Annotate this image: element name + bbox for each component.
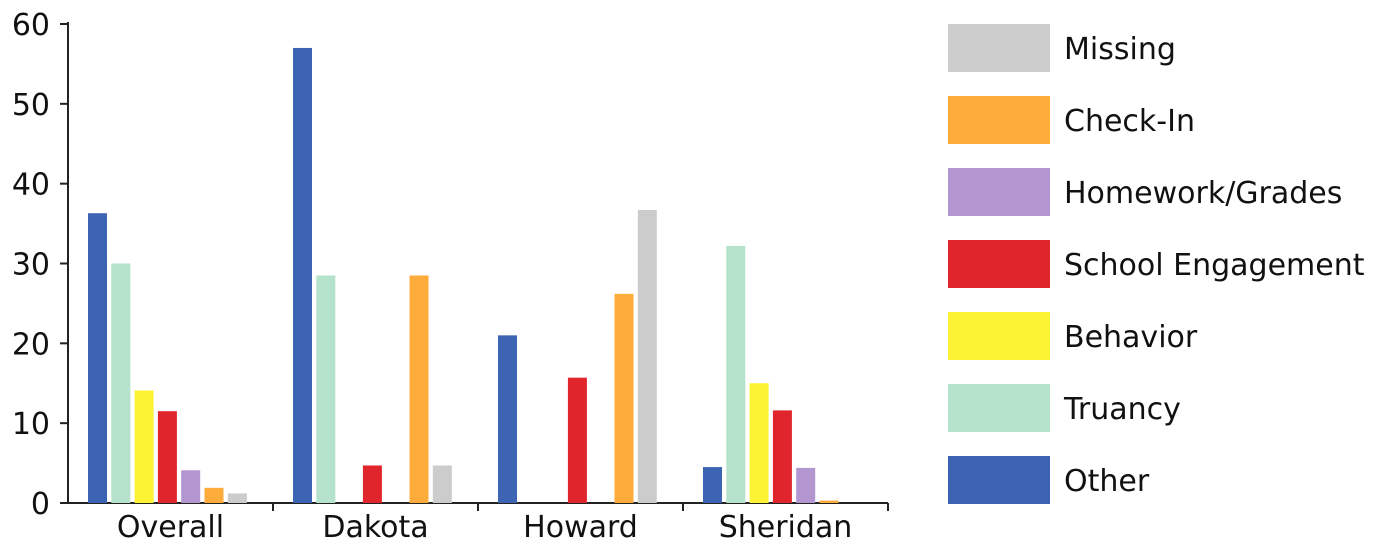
bar-homework-grades-sheridan xyxy=(796,467,816,503)
x-category-label: Dakota xyxy=(322,510,428,542)
y-tick-label: 30 xyxy=(12,248,50,283)
bar-truancy-dakota xyxy=(316,275,336,503)
y-tick-label: 10 xyxy=(12,407,50,442)
bar-check-in-sheridan xyxy=(819,500,839,503)
bar-missing-dakota xyxy=(432,465,452,503)
bar-school-engagement-overall xyxy=(157,411,177,503)
legend-item: Homework/Grades xyxy=(948,168,1342,216)
legend-item: Truancy xyxy=(948,384,1181,432)
bar-check-in-howard xyxy=(614,293,634,503)
bar-truancy-overall xyxy=(111,263,131,503)
legend-item: Missing xyxy=(948,24,1176,72)
y-tick-label: 40 xyxy=(12,168,50,203)
legend-item: School Engagement xyxy=(948,240,1365,288)
legend-item: Other xyxy=(948,456,1150,504)
bar-missing-howard xyxy=(637,210,657,504)
bar-school-engagement-dakota xyxy=(362,465,382,503)
y-axis: 0 10 20 30 40 50 60 xyxy=(12,8,69,522)
legend-label: Other xyxy=(1064,464,1150,499)
legend-label: Truancy xyxy=(1063,392,1181,427)
legend-swatch xyxy=(948,24,1050,72)
legend-label: Homework/Grades xyxy=(1064,176,1342,211)
legend-item: Check-In xyxy=(948,96,1195,144)
bar-missing-overall xyxy=(227,493,247,503)
legend-swatch xyxy=(948,384,1050,432)
legend-label: Behavior xyxy=(1064,320,1198,355)
y-tick-label: 20 xyxy=(12,327,50,362)
bar-school-engagement-howard xyxy=(567,377,587,503)
bar-behavior-overall xyxy=(134,390,154,503)
bar-other-dakota xyxy=(293,47,312,503)
bar-truancy-sheridan xyxy=(726,245,746,504)
bar-other-howard xyxy=(498,335,517,503)
bars xyxy=(88,47,839,504)
legend-swatch xyxy=(948,312,1050,360)
legend-swatch xyxy=(948,168,1050,216)
legend-label: Missing xyxy=(1064,32,1176,67)
x-category-label: Overall xyxy=(117,510,224,542)
legend-swatch xyxy=(948,240,1050,288)
legend-label: School Engagement xyxy=(1064,248,1365,283)
bar-other-overall xyxy=(88,213,107,503)
legend-swatch xyxy=(948,96,1050,144)
bar-other-sheridan xyxy=(703,467,722,503)
bar-homework-grades-overall xyxy=(181,470,201,503)
bar-check-in-overall xyxy=(204,487,224,503)
y-tick-label: 60 xyxy=(12,8,50,43)
bar-check-in-dakota xyxy=(409,275,429,503)
bar-school-engagement-sheridan xyxy=(772,410,792,503)
y-tick-label: 0 xyxy=(31,487,50,522)
legend-swatch xyxy=(948,456,1050,504)
legend-item: Behavior xyxy=(948,312,1198,360)
x-category-label: Sheridan xyxy=(719,510,853,542)
legend-label: Check-In xyxy=(1064,104,1195,139)
bar-behavior-sheridan xyxy=(749,383,769,503)
x-axis: Overall Dakota Howard Sheridan xyxy=(68,502,889,542)
legend: Missing Check-In Homework/Grades School Eng… xyxy=(948,24,1365,504)
x-category-label: Howard xyxy=(523,510,638,542)
y-tick-label: 50 xyxy=(12,88,50,123)
